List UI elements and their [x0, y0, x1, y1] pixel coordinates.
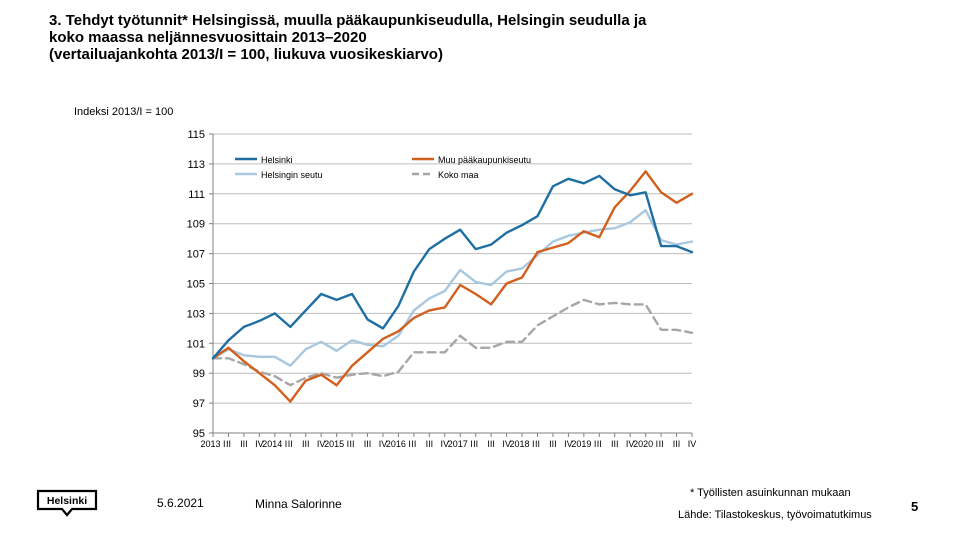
- legend-label: Helsinki: [261, 155, 293, 165]
- y-tick-label: 107: [187, 249, 205, 261]
- y-tick-label: 113: [187, 159, 205, 171]
- x-tick-label: 2014 I: [262, 439, 287, 449]
- x-tick-label: 2020 I: [633, 439, 658, 449]
- footnote: * Työllisten asuinkunnan mukaan: [690, 487, 851, 499]
- x-tick-label: III: [487, 439, 495, 449]
- y-tick-label: 97: [193, 398, 205, 410]
- x-tick-label: II: [288, 439, 293, 449]
- x-tick-label: III: [364, 439, 372, 449]
- y-tick-label: 109: [187, 219, 205, 231]
- x-tick-label: III: [240, 439, 248, 449]
- page-number: 5: [911, 499, 919, 514]
- x-tick-label: 2019 I: [571, 439, 596, 449]
- x-tick-label: II: [350, 439, 355, 449]
- y-tick-label: 95: [193, 428, 205, 440]
- title-line-1: 3. Tehdyt työtunnit* Helsingissä, muulla…: [49, 12, 647, 29]
- legend-label: Helsingin seutu: [261, 170, 323, 180]
- x-tick-label: 2016 I: [386, 439, 411, 449]
- x-tick-label: IV: [502, 439, 511, 449]
- x-tick-label: IV: [441, 439, 450, 449]
- logo-text: Helsinki: [47, 495, 87, 507]
- legend-label: Muu pääkaupunkiseutu: [438, 155, 531, 165]
- helsinki-logo: Helsinki: [36, 489, 98, 517]
- y-tick-label: 103: [187, 308, 205, 320]
- slide-title: 3. Tehdyt työtunnit* Helsingissä, muulla…: [49, 12, 909, 63]
- x-tick-label: II: [659, 439, 664, 449]
- x-tick-label: IV: [688, 439, 697, 449]
- y-tick-label: 115: [187, 129, 205, 141]
- x-tick-label: IV: [255, 439, 264, 449]
- x-tick-label: 2013 I: [200, 439, 225, 449]
- source-note: Lähde: Tilastokeskus, työvoimatutkimus: [678, 509, 872, 521]
- series-line-koko-maa: [211, 298, 694, 387]
- y-tick-label: 99: [193, 368, 205, 380]
- x-tick-label: IV: [564, 439, 573, 449]
- y-axis-label: Indeksi 2013/I = 100: [74, 106, 174, 118]
- y-tick-label: 101: [187, 338, 205, 350]
- x-tick-label: 2015 I: [324, 439, 349, 449]
- x-tick-label: IV: [379, 439, 388, 449]
- title-line-2: koko maassa neljännesvuosittain 2013–202…: [49, 29, 367, 46]
- x-tick-label: 2017 I: [448, 439, 473, 449]
- x-tick-label: III: [549, 439, 557, 449]
- x-tick-label: IV: [626, 439, 635, 449]
- x-tick-label: III: [611, 439, 619, 449]
- x-tick-label: II: [226, 439, 231, 449]
- legend-label: Koko maa: [438, 170, 479, 180]
- slide-date: 5.6.2021: [157, 496, 204, 510]
- series-line-helsingin-seutu: [211, 208, 694, 367]
- series-line-helsinki: [211, 174, 694, 360]
- y-tick-label: 111: [188, 189, 205, 201]
- x-tick-label: II: [535, 439, 540, 449]
- x-tick-label: III: [302, 439, 310, 449]
- x-tick-label: III: [426, 439, 434, 449]
- x-tick-label: II: [411, 439, 416, 449]
- x-tick-label: 2018 I: [510, 439, 535, 449]
- title-line-3: (vertailuajankohta 2013/I = 100, liukuva…: [49, 46, 443, 63]
- x-tick-label: IV: [317, 439, 326, 449]
- x-tick-label: III: [673, 439, 681, 449]
- slide-author: Minna Salorinne: [255, 497, 342, 511]
- y-tick-label: 105: [187, 279, 205, 291]
- x-tick-label: II: [597, 439, 602, 449]
- series-line-muu-pääkaupunkiseutu: [211, 170, 694, 403]
- x-tick-label: II: [473, 439, 478, 449]
